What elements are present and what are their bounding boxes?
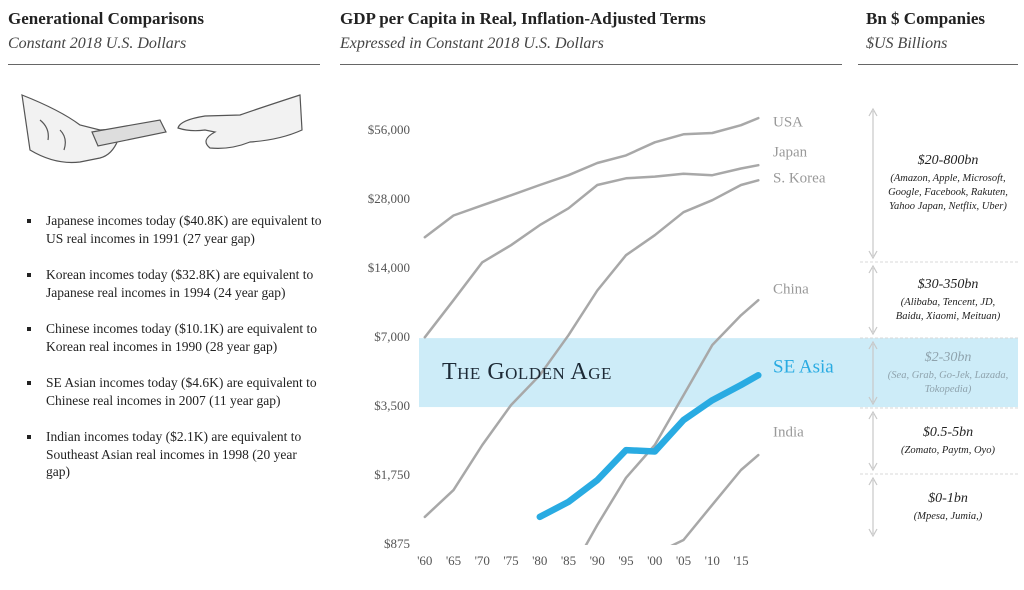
chart-subtitle: Expressed in Constant 2018 U.S. Dollars (340, 35, 604, 52)
right-subtitle: $US Billions (866, 35, 948, 52)
y-tick-label: $14,000 (368, 260, 410, 275)
y-tick-label: $875 (384, 536, 410, 551)
chart-title: GDP per Capita in Real, Inflation-Adjust… (340, 9, 706, 28)
band-label: The Golden Age (442, 359, 612, 385)
series-line (536, 371, 762, 521)
left-title: Generational Comparisons (8, 9, 204, 28)
tier-arrowhead (868, 476, 878, 486)
tier: $0-1bn (Mpesa, Jumia,) (886, 474, 1010, 540)
x-tick-label: '70 (475, 553, 490, 568)
tier-arrowhead (868, 264, 878, 274)
y-tick-label: $28,000 (368, 191, 410, 206)
x-tick-label: '05 (676, 553, 691, 568)
tier-examples: (Sea, Grab, Go-Jek, Lazada, Tokopedia) (887, 369, 1009, 395)
tier-examples: (Zomato, Paytm, Oyo) (901, 444, 995, 456)
tier: $0.5-5bn (Zomato, Paytm, Oyo) (886, 408, 1010, 474)
illustration (21, 94, 303, 164)
y-tick-label: $1,750 (374, 467, 410, 482)
x-tick-label: '80 (532, 553, 547, 568)
tier-arrowhead (868, 107, 878, 117)
tier-arrowhead (868, 396, 878, 406)
x-tick-label: '75 (503, 553, 518, 568)
rule (8, 64, 320, 65)
tier: $30-350bn (Alibaba, Tencent, JD, Baidu, X… (886, 262, 1010, 338)
bullet-item: SE Asian incomes today ($4.6K) are equiv… (42, 374, 324, 409)
tier-arrowhead (868, 340, 878, 350)
x-tick-label: '95 (618, 553, 633, 568)
series-label: S. Korea (773, 170, 826, 186)
x-tick-label: '10 (705, 553, 720, 568)
x-tick-label: '85 (561, 553, 576, 568)
x-tick-label: '15 (733, 553, 748, 568)
rule (858, 64, 1018, 65)
series-label: India (773, 424, 804, 440)
tier-arrowhead (868, 410, 878, 420)
tier-range: $0-1bn (928, 490, 968, 506)
right-title: Bn $ Companies (866, 9, 986, 28)
tier-range: $2-30bn (924, 349, 972, 365)
series-label: China (773, 281, 809, 297)
tier-arrowhead (868, 250, 878, 260)
series-line (584, 298, 760, 545)
y-tick-label: $7,000 (374, 329, 410, 344)
tier: $20-800bn (Amazon, Apple, Microsoft, Goog… (886, 105, 1010, 262)
tier-range: $30-350bn (917, 276, 979, 292)
tier-examples: (Mpesa, Jumia,) (913, 510, 983, 522)
x-tick-label: '65 (446, 553, 461, 568)
x-tick-label: '90 (590, 553, 605, 568)
tier-range: $0.5-5bn (922, 424, 974, 440)
series-line (423, 179, 760, 519)
x-tick-label: '60 (417, 553, 432, 568)
tier-arrowhead (868, 528, 878, 538)
tier-arrowhead (868, 462, 878, 472)
series-label: USA (773, 114, 803, 130)
left-subtitle: Constant 2018 U.S. Dollars (8, 35, 187, 52)
series-label: Japan (773, 144, 808, 160)
tier: $2-30bn (Sea, Grab, Go-Jek, Lazada, Tokop… (886, 338, 1010, 408)
tier-range: $20-800bn (917, 153, 979, 168)
bullet-item: Indian incomes today ($2.1K) are equival… (42, 428, 324, 481)
series-label: SE Asia (773, 356, 834, 377)
rule (340, 64, 842, 65)
y-tick-label: $3,500 (374, 398, 410, 413)
bullet-item: Chinese incomes today ($10.1K) are equiv… (42, 320, 324, 355)
y-tick-label: $56,000 (368, 122, 410, 137)
bullet-item: Korean incomes today ($32.8K) are equiva… (42, 266, 324, 301)
bullet-list: Japanese incomes today ($40.8K) are equi… (24, 212, 324, 500)
series-line (423, 163, 760, 339)
tier-arrowhead (868, 326, 878, 336)
series-line (670, 453, 760, 545)
x-tick-label: '00 (647, 553, 662, 568)
plot-area (423, 116, 762, 545)
tier-examples: (Alibaba, Tencent, JD, Baidu, Xiaomi, Me… (895, 296, 1001, 322)
tier-examples: (Amazon, Apple, Microsoft, Google, Faceb… (888, 173, 1008, 212)
bullet-item: Japanese incomes today ($40.8K) are equi… (42, 212, 324, 247)
series-line (423, 116, 760, 239)
